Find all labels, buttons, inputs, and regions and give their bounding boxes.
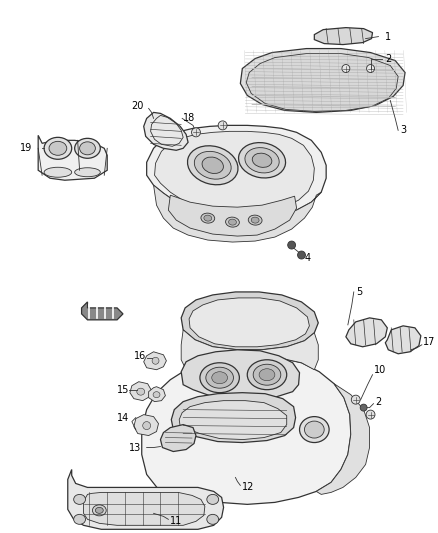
Ellipse shape bbox=[200, 363, 240, 393]
Text: 16: 16 bbox=[134, 351, 146, 361]
Ellipse shape bbox=[342, 64, 350, 72]
Ellipse shape bbox=[74, 514, 85, 524]
Text: 11: 11 bbox=[170, 516, 183, 526]
Ellipse shape bbox=[251, 217, 259, 223]
Ellipse shape bbox=[202, 157, 223, 173]
Polygon shape bbox=[181, 350, 300, 400]
Ellipse shape bbox=[74, 495, 85, 504]
Polygon shape bbox=[181, 292, 318, 350]
Ellipse shape bbox=[360, 404, 367, 411]
Polygon shape bbox=[171, 393, 296, 442]
Ellipse shape bbox=[194, 151, 231, 179]
Polygon shape bbox=[147, 125, 326, 218]
Text: 4: 4 bbox=[304, 253, 311, 263]
Polygon shape bbox=[385, 326, 421, 354]
Ellipse shape bbox=[191, 128, 201, 137]
Ellipse shape bbox=[248, 215, 262, 225]
Polygon shape bbox=[346, 318, 387, 347]
Ellipse shape bbox=[207, 495, 219, 504]
Text: 1: 1 bbox=[385, 31, 392, 42]
Text: 12: 12 bbox=[242, 482, 255, 492]
Ellipse shape bbox=[218, 121, 227, 130]
Ellipse shape bbox=[253, 364, 281, 385]
Ellipse shape bbox=[366, 410, 375, 419]
Text: 2: 2 bbox=[375, 397, 382, 407]
Ellipse shape bbox=[229, 219, 237, 225]
Text: 2: 2 bbox=[385, 53, 392, 63]
Ellipse shape bbox=[226, 217, 239, 227]
Ellipse shape bbox=[44, 138, 72, 159]
Ellipse shape bbox=[74, 168, 100, 177]
Polygon shape bbox=[38, 135, 107, 180]
Ellipse shape bbox=[153, 392, 160, 398]
Ellipse shape bbox=[247, 360, 287, 390]
Polygon shape bbox=[148, 386, 166, 402]
Text: 17: 17 bbox=[423, 337, 435, 347]
Text: 14: 14 bbox=[117, 413, 129, 423]
Polygon shape bbox=[240, 49, 405, 112]
Polygon shape bbox=[314, 28, 372, 45]
Ellipse shape bbox=[351, 395, 360, 404]
Text: 18: 18 bbox=[183, 114, 195, 123]
Text: 13: 13 bbox=[129, 442, 141, 453]
Polygon shape bbox=[134, 415, 159, 435]
Ellipse shape bbox=[204, 215, 212, 221]
Ellipse shape bbox=[80, 142, 95, 155]
Text: 19: 19 bbox=[21, 143, 33, 154]
Polygon shape bbox=[81, 302, 123, 320]
Ellipse shape bbox=[137, 388, 145, 395]
Ellipse shape bbox=[207, 514, 219, 524]
Ellipse shape bbox=[201, 213, 215, 223]
Text: 3: 3 bbox=[400, 125, 406, 135]
Ellipse shape bbox=[95, 507, 103, 513]
Ellipse shape bbox=[239, 143, 286, 178]
Text: 20: 20 bbox=[131, 101, 143, 111]
Ellipse shape bbox=[143, 422, 151, 430]
Ellipse shape bbox=[152, 357, 159, 364]
Text: 5: 5 bbox=[356, 287, 362, 297]
Ellipse shape bbox=[304, 421, 324, 438]
Polygon shape bbox=[181, 330, 318, 370]
Ellipse shape bbox=[300, 417, 329, 442]
Ellipse shape bbox=[74, 139, 100, 158]
Ellipse shape bbox=[245, 148, 279, 173]
Ellipse shape bbox=[297, 251, 305, 259]
Ellipse shape bbox=[288, 241, 296, 249]
Polygon shape bbox=[246, 53, 398, 111]
Polygon shape bbox=[155, 131, 314, 213]
Ellipse shape bbox=[259, 369, 275, 381]
Polygon shape bbox=[316, 384, 370, 495]
Ellipse shape bbox=[367, 64, 374, 72]
Polygon shape bbox=[154, 185, 321, 242]
Text: 15: 15 bbox=[117, 385, 130, 394]
Polygon shape bbox=[160, 425, 196, 451]
Ellipse shape bbox=[206, 367, 233, 388]
Polygon shape bbox=[179, 401, 287, 440]
Polygon shape bbox=[84, 492, 205, 526]
Polygon shape bbox=[142, 356, 351, 504]
Polygon shape bbox=[144, 352, 166, 370]
Ellipse shape bbox=[92, 505, 106, 516]
Ellipse shape bbox=[187, 146, 238, 185]
Ellipse shape bbox=[49, 141, 67, 155]
Ellipse shape bbox=[44, 167, 72, 177]
Ellipse shape bbox=[252, 153, 272, 167]
Polygon shape bbox=[68, 470, 223, 529]
Text: 10: 10 bbox=[374, 365, 386, 375]
Polygon shape bbox=[189, 298, 309, 347]
Polygon shape bbox=[130, 382, 152, 401]
Polygon shape bbox=[168, 195, 297, 236]
Ellipse shape bbox=[212, 372, 227, 384]
Polygon shape bbox=[144, 112, 188, 150]
